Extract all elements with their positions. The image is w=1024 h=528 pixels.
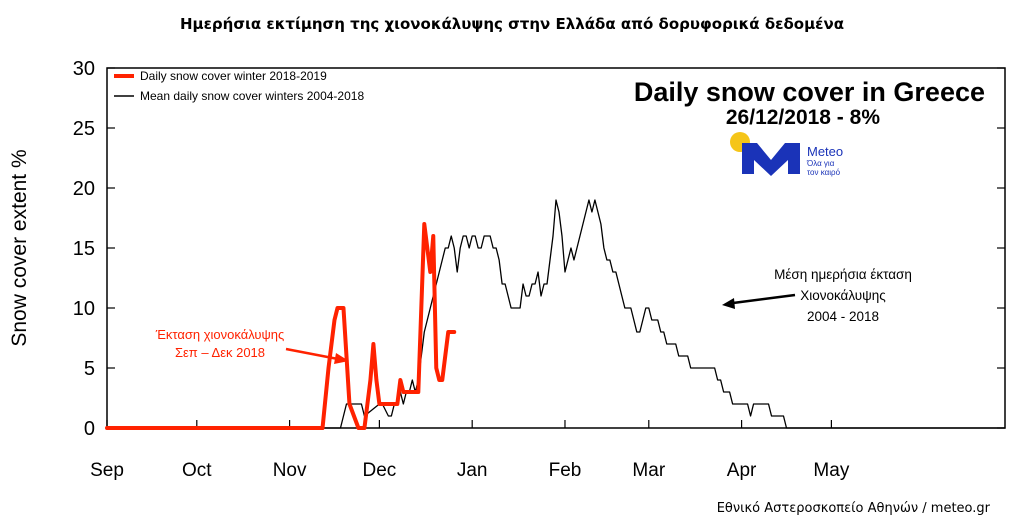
annotation-black-line3: 2004 - 2018 bbox=[807, 309, 879, 324]
panel-subtitle: 26/12/2018 - 8% bbox=[726, 106, 880, 129]
panel-title: Daily snow cover in Greece bbox=[634, 77, 985, 107]
x-tick-label: Mar bbox=[632, 460, 665, 481]
x-tick-label: Nov bbox=[273, 460, 307, 481]
meteo-m-icon bbox=[742, 143, 800, 176]
y-tick-label: 0 bbox=[84, 418, 95, 440]
page-title: Ημερήσια εκτίμηση της χιονοκάλυψης στην … bbox=[180, 15, 844, 33]
footer-credit: Εθνικό Αστεροσκοπείο Αθηνών / meteo.gr bbox=[717, 501, 991, 516]
x-tick-label: Apr bbox=[727, 460, 757, 481]
logo-tagline-1: Όλα για bbox=[806, 159, 835, 168]
y-tick-label: 15 bbox=[73, 238, 95, 260]
y-tick-label: 30 bbox=[73, 58, 95, 80]
series-layer bbox=[105, 199, 1006, 430]
y-axis-ticks: 0 5 10 15 20 25 30 bbox=[73, 58, 1005, 440]
logo-tagline-2: τον καιρό bbox=[807, 168, 841, 177]
x-axis-ticks: Sep Oct Nov Dec Jan Feb Mar Apr May bbox=[90, 420, 850, 481]
x-tick-label: Jan bbox=[457, 460, 488, 481]
legend-label-mean: Mean daily snow cover winters 2004-2018 bbox=[140, 89, 364, 103]
annotation-red-line2: Σεπ – Δεκ 2018 bbox=[175, 345, 265, 360]
arrowhead-red-icon bbox=[334, 353, 349, 364]
meteo-logo: Meteo Όλα για τον καιρό bbox=[730, 132, 843, 177]
x-tick-label: May bbox=[813, 460, 849, 481]
x-tick-label: Dec bbox=[362, 460, 396, 481]
y-tick-label: 5 bbox=[84, 358, 95, 380]
y-axis-label: Snow cover extent % bbox=[8, 149, 31, 346]
annotation-black: Μέση ημερήσια έκταση Χιονοκάλυψης 2004 -… bbox=[722, 267, 912, 324]
annotation-red-arrow bbox=[285, 347, 339, 361]
series-line-daily-2018-2019 bbox=[105, 222, 457, 430]
legend: Daily snow cover winter 2018-2019 Mean d… bbox=[114, 69, 364, 103]
y-tick-label: 10 bbox=[73, 298, 95, 320]
y-tick-label: 25 bbox=[73, 118, 95, 140]
x-tick-label: Sep bbox=[90, 460, 124, 481]
annotation-red-line1: Έκταση χιονοκάλυψης bbox=[155, 327, 285, 342]
y-tick-label: 20 bbox=[73, 178, 95, 200]
x-tick-label: Feb bbox=[549, 460, 582, 481]
legend-label-daily: Daily snow cover winter 2018-2019 bbox=[140, 69, 327, 83]
logo-name: Meteo bbox=[807, 144, 843, 159]
arrowhead-black-icon bbox=[722, 298, 735, 309]
annotation-black-line2: Χιονοκάλυψης bbox=[800, 288, 886, 303]
x-tick-label: Oct bbox=[182, 460, 212, 481]
annotation-black-line1: Μέση ημερήσια έκταση bbox=[774, 267, 912, 282]
annotation-red: Έκταση χιονοκάλυψης Σεπ – Δεκ 2018 bbox=[155, 327, 349, 364]
annotation-black-arrow bbox=[732, 293, 796, 305]
